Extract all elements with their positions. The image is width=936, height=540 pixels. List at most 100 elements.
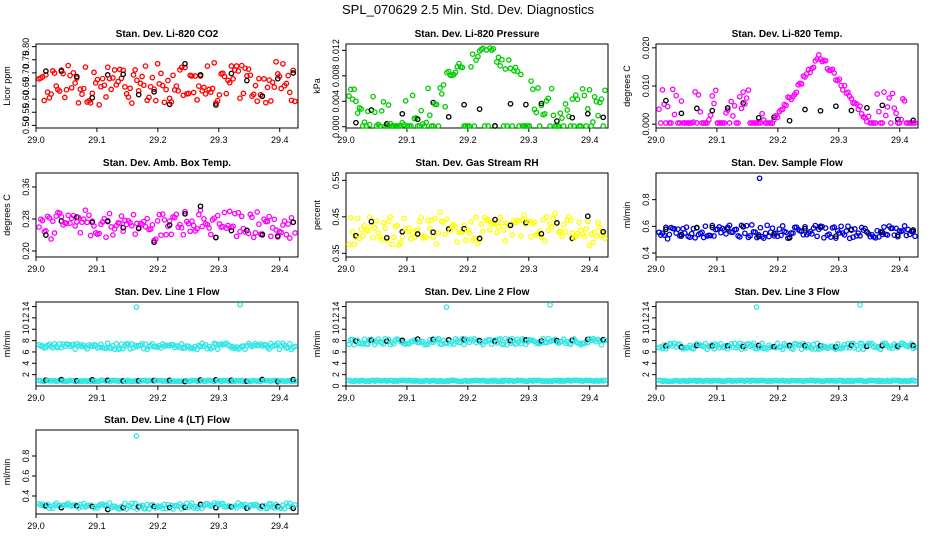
data-point xyxy=(290,219,297,226)
points xyxy=(346,301,608,385)
x-tick-label: 29.4 xyxy=(271,393,289,403)
data-point xyxy=(865,113,872,120)
data-point xyxy=(394,222,400,229)
data-point xyxy=(812,222,819,229)
x-tick-label: 29.1 xyxy=(88,264,106,274)
data-point xyxy=(280,60,286,67)
data-point xyxy=(595,112,601,119)
data-point xyxy=(702,340,709,347)
data-point xyxy=(41,97,48,104)
data-point xyxy=(526,123,533,129)
data-point xyxy=(442,103,449,110)
data-point xyxy=(249,214,255,221)
data-point xyxy=(548,224,555,230)
x-tick-label: 29.4 xyxy=(891,393,909,403)
data-point xyxy=(750,340,757,347)
data-point xyxy=(128,100,135,106)
y-tick-label: 2 xyxy=(21,372,31,377)
data-point xyxy=(443,304,450,310)
data-point xyxy=(378,108,385,114)
data-point xyxy=(142,63,149,69)
data-point xyxy=(209,85,216,92)
data-point xyxy=(435,335,442,342)
data-point xyxy=(382,225,388,232)
data-point xyxy=(274,340,281,347)
data-point xyxy=(133,304,140,310)
data-point xyxy=(560,123,567,129)
points xyxy=(656,175,918,242)
data-point xyxy=(699,229,705,236)
data-point xyxy=(881,224,887,230)
data-point xyxy=(541,110,548,117)
data-point xyxy=(723,231,729,237)
points xyxy=(36,301,298,385)
y-tick-label: 0.35 xyxy=(331,245,341,263)
data-point xyxy=(857,301,863,308)
data-point xyxy=(731,102,738,109)
data-point xyxy=(158,70,164,77)
panel-title: Stan. Dev. Line 3 Flow xyxy=(735,287,840,298)
data-point xyxy=(528,233,534,240)
data-point xyxy=(283,80,290,87)
data-point xyxy=(730,113,736,119)
data-point xyxy=(833,235,839,241)
data-point xyxy=(264,218,271,225)
data-point xyxy=(502,335,509,342)
x-tick-label: 29.0 xyxy=(337,393,355,403)
data-point xyxy=(414,116,421,123)
data-point xyxy=(900,227,906,234)
data-point xyxy=(96,230,103,237)
data-point xyxy=(259,231,266,238)
data-point xyxy=(383,234,390,241)
x-tick-label: 29.0 xyxy=(27,264,45,274)
data-point xyxy=(502,238,509,244)
data-point xyxy=(127,85,133,92)
data-point xyxy=(406,225,413,231)
data-point xyxy=(481,123,488,129)
plot-frame xyxy=(345,172,609,258)
panel-title: Stan. Dev. Sample Flow xyxy=(731,158,843,169)
data-point xyxy=(600,230,607,237)
data-point xyxy=(286,235,293,241)
data-point xyxy=(182,210,188,217)
y-tick-label: 12 xyxy=(21,313,31,323)
data-point xyxy=(471,123,478,129)
data-point xyxy=(507,100,514,107)
data-point xyxy=(168,231,175,238)
y-tick-label: 0.6 xyxy=(21,470,31,483)
y-tick-label: 4 xyxy=(21,361,31,366)
data-point xyxy=(269,79,276,86)
data-point xyxy=(817,107,824,114)
y-tick-label: 14 xyxy=(21,302,31,312)
y-tick-label: 0.020 xyxy=(641,37,651,60)
data-point xyxy=(602,377,608,384)
data-point xyxy=(283,231,290,238)
data-point xyxy=(89,94,96,101)
data-point xyxy=(541,237,548,244)
data-point xyxy=(802,225,808,232)
data-point xyxy=(358,106,364,112)
data-point xyxy=(454,239,461,245)
data-point xyxy=(728,98,735,105)
data-point xyxy=(764,222,771,229)
data-point xyxy=(36,224,42,230)
plot-frame xyxy=(35,172,299,258)
data-point xyxy=(663,226,669,233)
data-point xyxy=(271,84,278,91)
data-point xyxy=(378,236,385,243)
figure-title: SPL_070629 2.5 Min. Std. Dev. Diagnostic… xyxy=(342,2,594,17)
data-point xyxy=(755,233,762,240)
data-point xyxy=(365,341,371,348)
data-point xyxy=(65,62,72,69)
x-tick-label: 29.1 xyxy=(398,264,416,274)
data-point xyxy=(480,228,486,235)
data-point xyxy=(271,216,278,223)
data-point xyxy=(67,220,73,226)
y-tick-label: 0.008 xyxy=(331,65,341,88)
data-point xyxy=(598,341,605,348)
data-point xyxy=(562,101,569,107)
x-tick-label: 29.1 xyxy=(88,393,106,403)
data-point xyxy=(557,228,564,235)
y-tick-label: 8 xyxy=(641,338,651,343)
data-point xyxy=(70,69,77,76)
